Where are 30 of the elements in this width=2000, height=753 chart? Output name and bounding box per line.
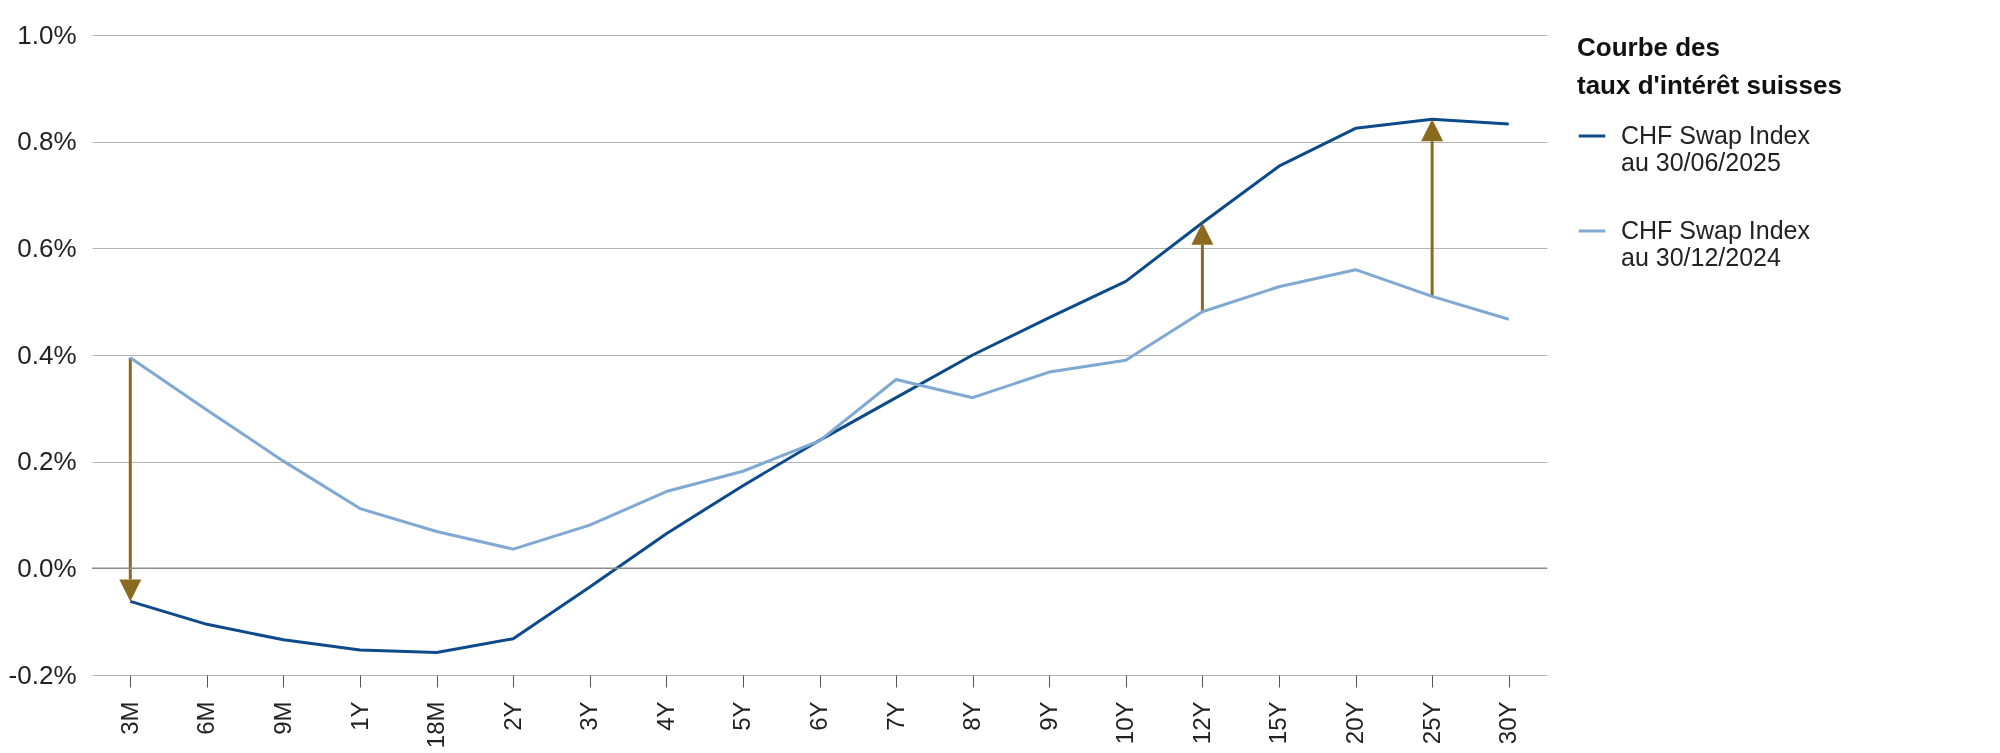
x-tick-label: 10Y [1111,701,1139,745]
y-tick-label: 0.6% [17,232,77,263]
y-tick-label: -0.2% [8,659,77,690]
x-tick-label: 3M [115,701,143,735]
line-series [128,268,1511,551]
x-tick-label: 30Y [1494,701,1522,745]
y-tick-label: 0.8% [17,126,77,157]
x-tick-label: 1Y [345,701,373,731]
x-tick-label: 18M [422,701,450,749]
x-tick-label: 15Y [1264,701,1292,745]
x-tick-label: 6M [192,701,220,735]
x-tick-label: 25Y [1417,701,1445,745]
x-tick-label: 6Y [805,701,832,731]
x-tick-label: 9Y [1034,701,1062,731]
y-tick-label: 0.4% [17,339,77,370]
x-tick-label: 7Y [881,701,909,731]
x-tick-label: 12Y [1187,701,1215,745]
y-tick-label: 0.0% [17,552,77,583]
x-tick-label: 4Y [651,701,679,731]
legend-label: CHF Swap Index au 30/12/2024 [1621,216,1811,271]
y-tick-label: 0.2% [17,446,77,477]
x-tick-label: 9M [268,701,296,735]
x-tick-label: 2Y [498,701,526,731]
y-tick-label: 1.0% [17,19,77,50]
x-tick-label: 3Y [575,701,603,731]
legend-title: Courbe des taux d'intérêt suisses [1577,32,1842,100]
legend-label: CHF Swap Index au 30/06/2025 [1621,121,1811,176]
x-tick-label: 5Y [728,701,756,731]
x-tick-label: 20Y [1341,701,1369,745]
x-tick-label: 8Y [958,701,986,731]
